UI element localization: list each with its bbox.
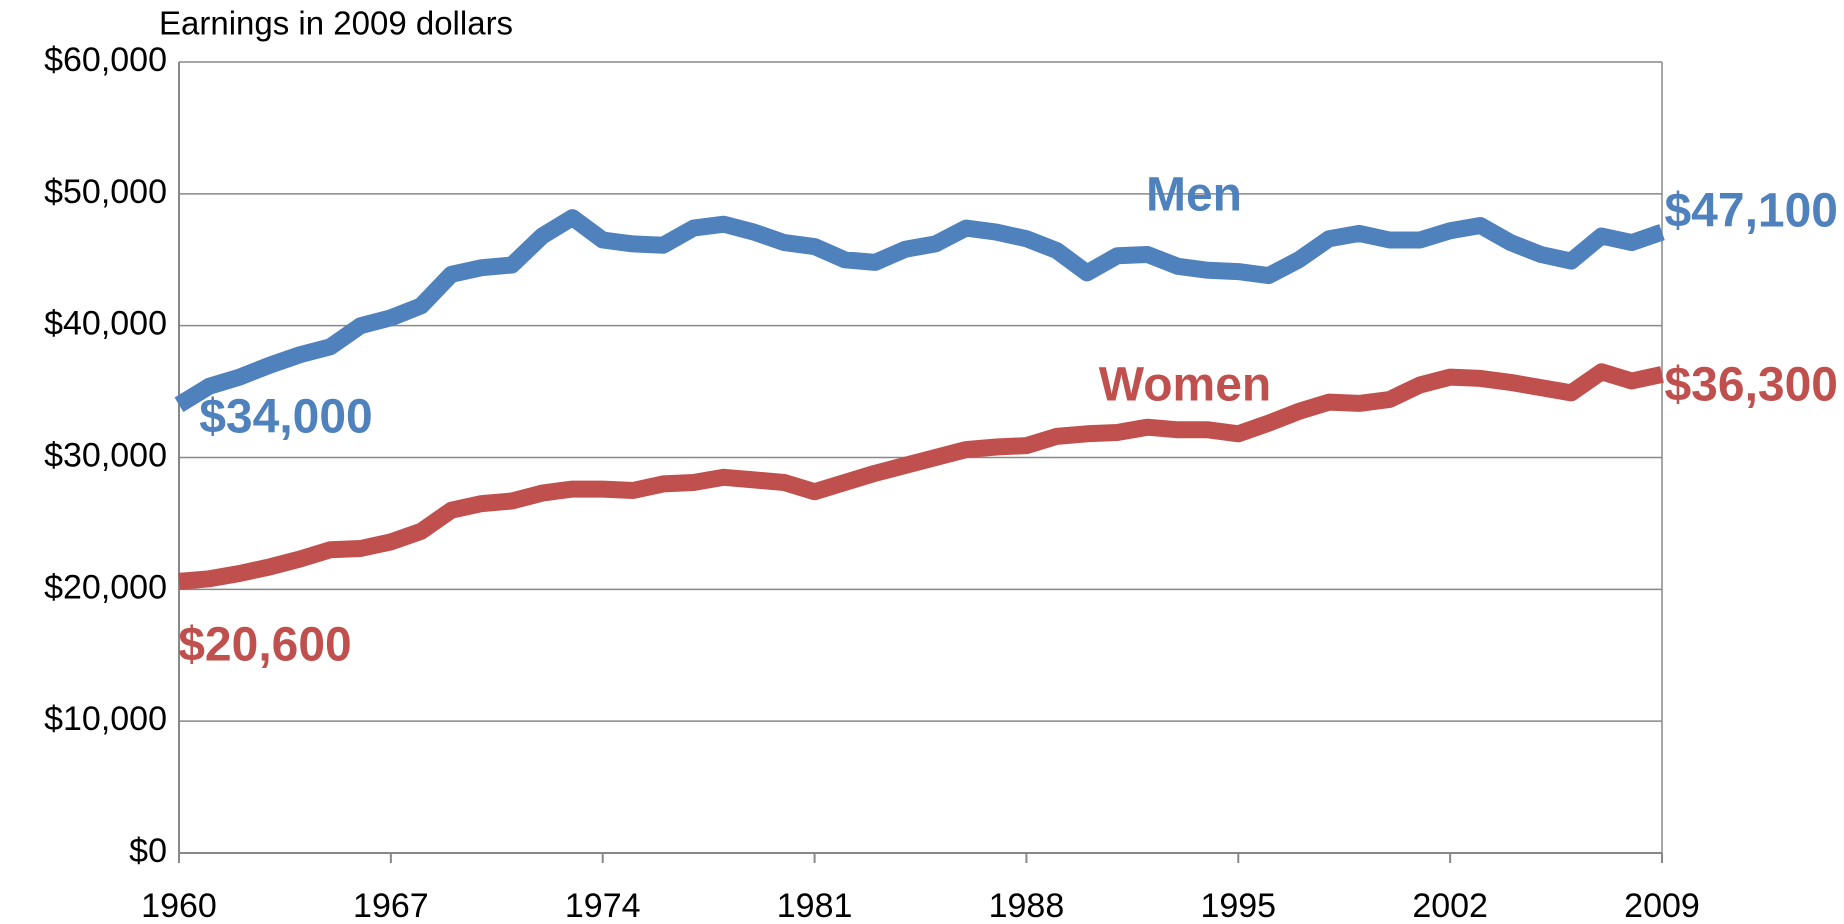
y-tick-label: $60,000: [44, 41, 167, 79]
data-label: $36,300: [1664, 359, 1838, 412]
y-tick-label: $20,000: [44, 568, 167, 606]
x-tick-label: 1988: [989, 887, 1065, 924]
y-tick-label: $40,000: [44, 305, 167, 343]
series-name: Men: [1146, 169, 1242, 222]
series-name: Women: [1099, 359, 1271, 412]
series-line: [178, 363, 1664, 590]
data-label: $20,600: [178, 619, 352, 672]
y-tick-label: $10,000: [44, 700, 167, 738]
x-tick-label: 2009: [1624, 887, 1700, 924]
y-axis-label: Earnings in 2009 dollars: [159, 5, 513, 42]
y-tick-label: $0: [129, 832, 167, 870]
data-label: $47,100: [1664, 185, 1838, 238]
series-line: [174, 209, 1665, 413]
x-tick-label: 2002: [1412, 887, 1488, 924]
x-tick-label: 1981: [777, 887, 853, 924]
data-label: $34,000: [199, 391, 373, 444]
x-tick-label: 1974: [565, 887, 641, 924]
x-tick-label: 1995: [1200, 887, 1276, 924]
x-tick-label: 1967: [353, 887, 429, 924]
y-tick-label: $50,000: [44, 173, 167, 211]
y-tick-label: $30,000: [44, 436, 167, 474]
x-tick-label: 1960: [141, 887, 217, 924]
